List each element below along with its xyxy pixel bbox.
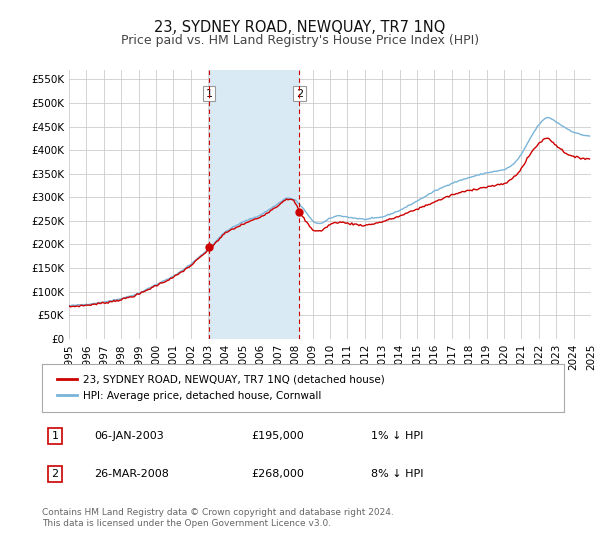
- Text: 1% ↓ HPI: 1% ↓ HPI: [371, 431, 423, 441]
- Text: 1: 1: [205, 88, 212, 99]
- Text: 2: 2: [296, 88, 303, 99]
- Text: £195,000: £195,000: [251, 431, 304, 441]
- Text: 26-MAR-2008: 26-MAR-2008: [94, 469, 169, 479]
- Text: £268,000: £268,000: [251, 469, 304, 479]
- Text: Contains HM Land Registry data © Crown copyright and database right 2024.
This d: Contains HM Land Registry data © Crown c…: [42, 508, 394, 528]
- Text: Price paid vs. HM Land Registry's House Price Index (HPI): Price paid vs. HM Land Registry's House …: [121, 34, 479, 46]
- Text: 2: 2: [52, 469, 59, 479]
- Legend: 23, SYDNEY ROAD, NEWQUAY, TR7 1NQ (detached house), HPI: Average price, detached: 23, SYDNEY ROAD, NEWQUAY, TR7 1NQ (detac…: [52, 371, 389, 405]
- Text: 1: 1: [52, 431, 59, 441]
- Bar: [209, 70, 299, 339]
- Text: 8% ↓ HPI: 8% ↓ HPI: [371, 469, 424, 479]
- Text: 23, SYDNEY ROAD, NEWQUAY, TR7 1NQ: 23, SYDNEY ROAD, NEWQUAY, TR7 1NQ: [154, 20, 446, 35]
- Text: 06-JAN-2003: 06-JAN-2003: [94, 431, 164, 441]
